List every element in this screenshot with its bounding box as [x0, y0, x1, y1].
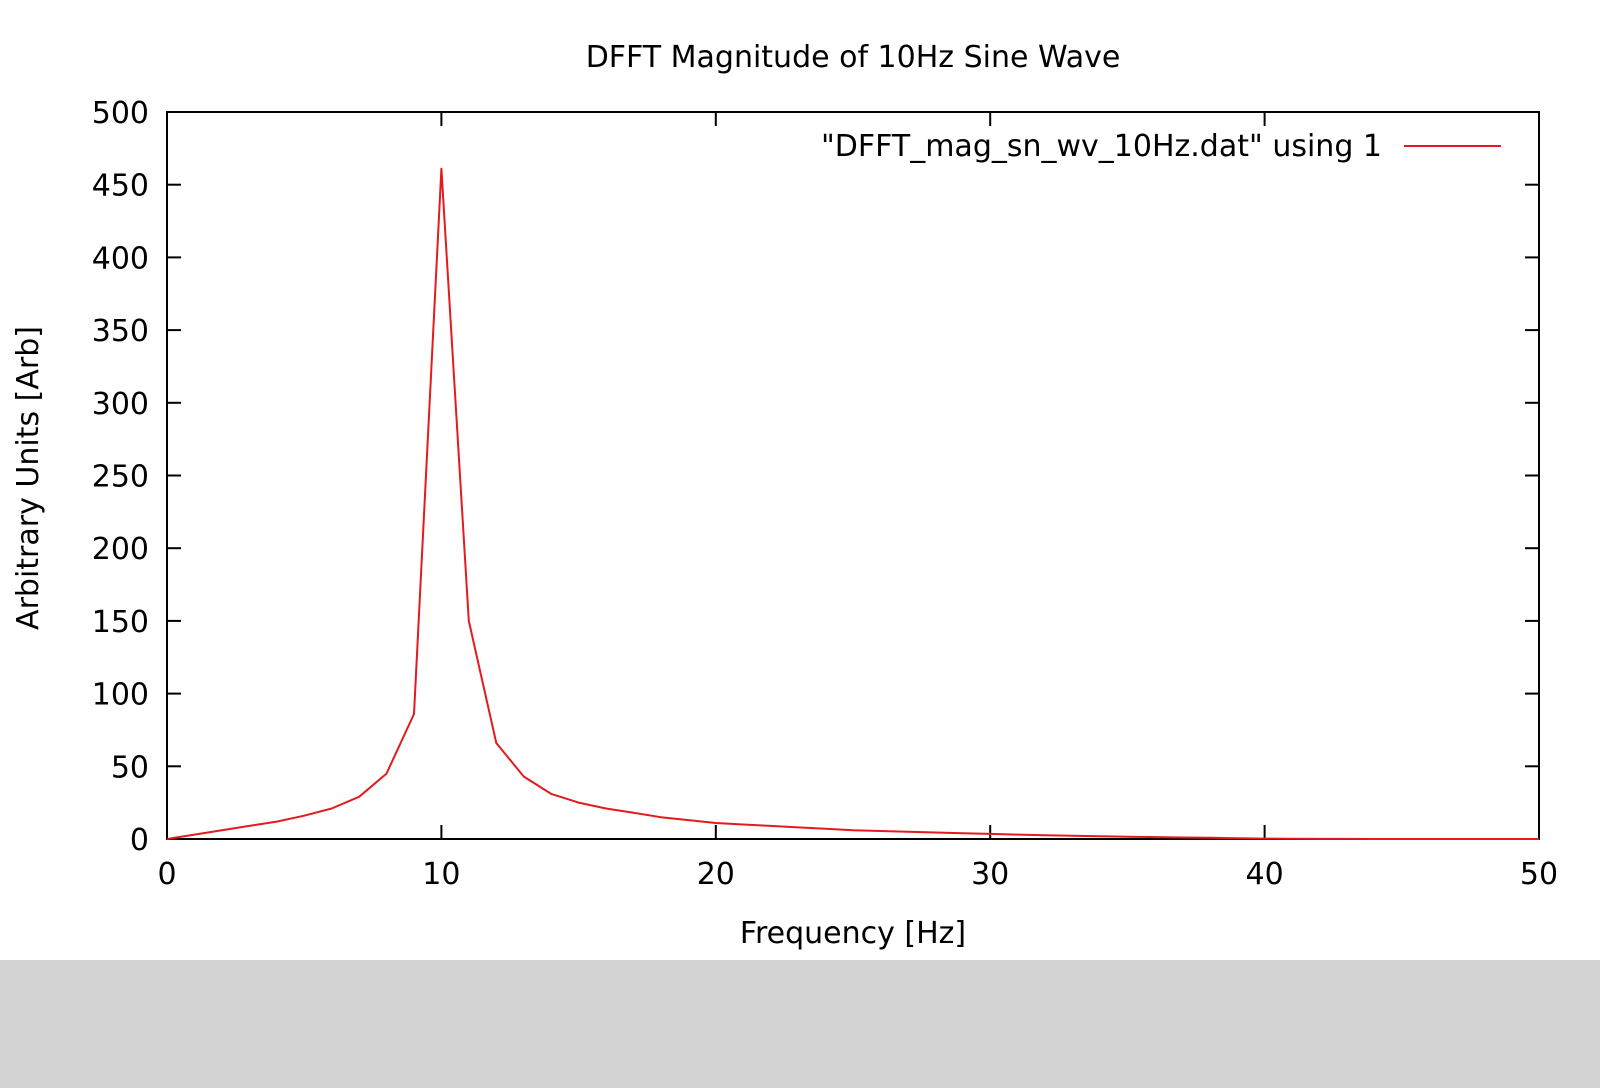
y-tick-label: 300	[92, 387, 149, 422]
legend-label: "DFFT_mag_sn_wv_10Hz.dat" using 1	[821, 129, 1382, 164]
legend: "DFFT_mag_sn_wv_10Hz.dat" using 1	[821, 129, 1501, 164]
x-axis-label: Frequency [Hz]	[740, 916, 966, 951]
y-tick-label: 50	[111, 750, 149, 785]
x-tick-label: 10	[422, 857, 460, 892]
x-tick-label: 40	[1246, 857, 1284, 892]
y-tick-label: 250	[92, 460, 149, 495]
lower-gray-band	[0, 960, 1600, 1088]
x-tick-label: 20	[697, 857, 735, 892]
chart-title: DFFT Magnitude of 10Hz Sine Wave	[586, 40, 1121, 75]
x-tick-label: 0	[157, 857, 176, 892]
y-tick-label: 400	[92, 241, 149, 276]
axis-tick-labels: 0 10 20 30 40 5005010015020025030035040045050…	[92, 96, 1558, 892]
y-tick-label: 100	[92, 678, 149, 713]
y-tick-label: 500	[92, 96, 149, 131]
y-axis-label: Arbitrary Units [Arb]	[11, 326, 46, 630]
plot-background: DFFT Magnitude of 10Hz Sine Wave Arbitra…	[0, 0, 1600, 960]
y-tick-label: 0	[130, 823, 149, 858]
y-tick-label: 200	[92, 532, 149, 567]
series-line-dfft-magnitude	[166, 167, 1539, 840]
y-tick-label: 350	[92, 314, 149, 349]
dfft-magnitude-chart: DFFT Magnitude of 10Hz Sine Wave Arbitra…	[11, 40, 1558, 951]
y-tick-label: 150	[92, 605, 149, 640]
x-tick-label: 50	[1520, 857, 1558, 892]
x-tick-label: 30	[971, 857, 1009, 892]
axis-ticks	[166, 111, 1540, 840]
y-tick-label: 450	[92, 169, 149, 204]
plot-frame	[166, 111, 1540, 840]
